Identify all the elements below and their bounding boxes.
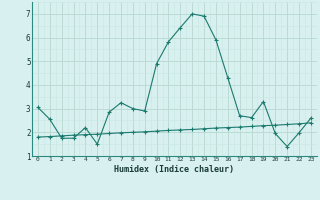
- X-axis label: Humidex (Indice chaleur): Humidex (Indice chaleur): [115, 165, 234, 174]
